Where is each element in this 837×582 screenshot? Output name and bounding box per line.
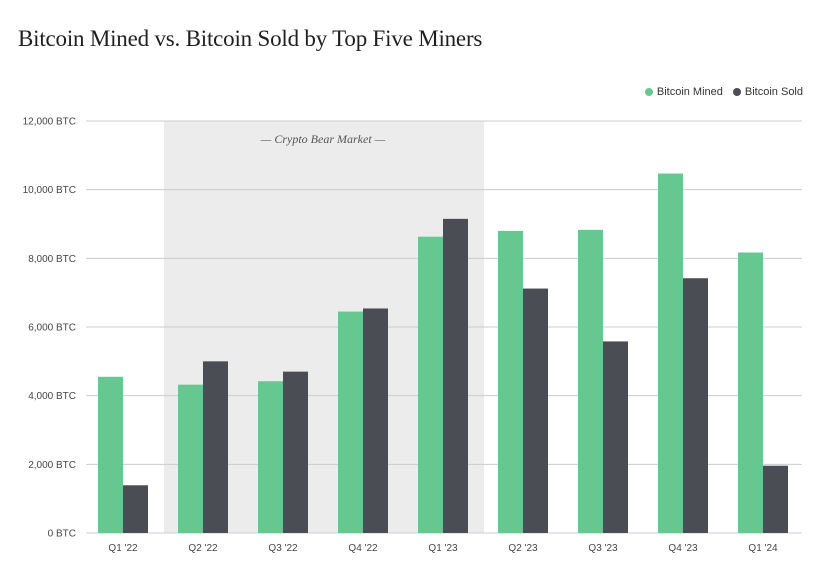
legend-item-mined: Bitcoin Mined [644, 86, 723, 98]
y-tick-label: 6,000 BTC [28, 323, 76, 334]
y-tick-label: 8,000 BTC [28, 254, 76, 265]
x-tick-label: Q4 '23 [668, 543, 698, 554]
chart-legend: Bitcoin Mined Bitcoin Sold [644, 86, 803, 98]
legend-label-sold: Bitcoin Sold [744, 86, 803, 98]
bar-sold [763, 465, 788, 533]
x-tick-label: Q1 '22 [108, 543, 138, 554]
legend-item-sold: Bitcoin Sold [732, 86, 803, 98]
bar-mined [658, 173, 683, 533]
bar-sold [603, 341, 628, 533]
bar-sold [443, 218, 468, 533]
bar-mined [258, 381, 283, 533]
bar-mined [98, 376, 123, 533]
y-tick-label: 12,000 BTC [23, 117, 76, 128]
y-tick-label: 10,000 BTC [23, 185, 76, 196]
bar-mined [418, 236, 443, 533]
bar-sold [203, 361, 228, 533]
bar-mined [578, 229, 603, 533]
x-tick-label: Q1 '23 [428, 543, 458, 554]
bar-mined [738, 252, 763, 533]
x-tick-label: Q3 '23 [588, 543, 618, 554]
bar-sold [683, 278, 708, 533]
x-tick-label: Q4 '22 [348, 543, 378, 554]
bar-mined [178, 384, 203, 533]
bar-mined [498, 230, 523, 533]
bar-sold [363, 308, 388, 533]
legend-swatch-sold [732, 88, 741, 96]
x-tick-label: Q3 '22 [268, 543, 298, 554]
legend-label-mined: Bitcoin Mined [656, 86, 723, 98]
bar-sold [523, 288, 548, 533]
bar-sold [283, 371, 308, 533]
bar-mined [338, 311, 363, 533]
x-tick-label: Q2 '23 [508, 543, 538, 554]
x-tick-label: Q2 '22 [188, 543, 218, 554]
chart-title: Bitcoin Mined vs. Bitcoin Sold by Top Fi… [18, 26, 483, 51]
y-tick-label: 2,000 BTC [28, 460, 76, 471]
x-tick-label: Q1 '24 [748, 543, 778, 554]
y-tick-label: 0 BTC [48, 529, 76, 540]
y-tick-label: 4,000 BTC [28, 391, 76, 402]
bar-sold [123, 485, 148, 533]
bear-market-label: — Crypto Bear Market — [260, 132, 386, 146]
legend-swatch-mined [644, 88, 653, 96]
